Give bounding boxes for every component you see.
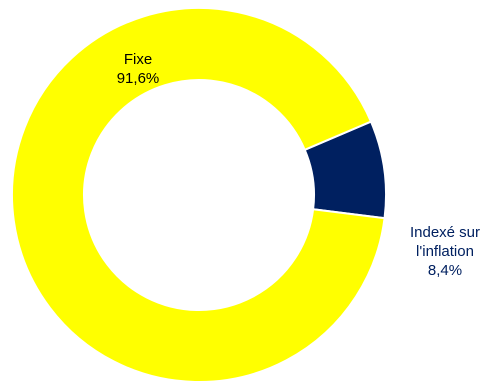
- data-label-indexe-value: 8,4%: [427, 262, 463, 279]
- data-label-indexe-name-line2: l'inflation: [416, 243, 474, 260]
- data-label-indexe: Indexé sur l'inflation 8,4%: [390, 223, 492, 280]
- data-label-fixe-value: 91,6%: [116, 70, 160, 87]
- data-label-fixe-name: Fixe: [123, 51, 153, 68]
- data-label-fixe: Fixe 91,6%: [98, 50, 178, 88]
- data-label-indexe-name-line1: Indexé sur: [409, 224, 481, 241]
- slice-fixe: [11, 7, 386, 382]
